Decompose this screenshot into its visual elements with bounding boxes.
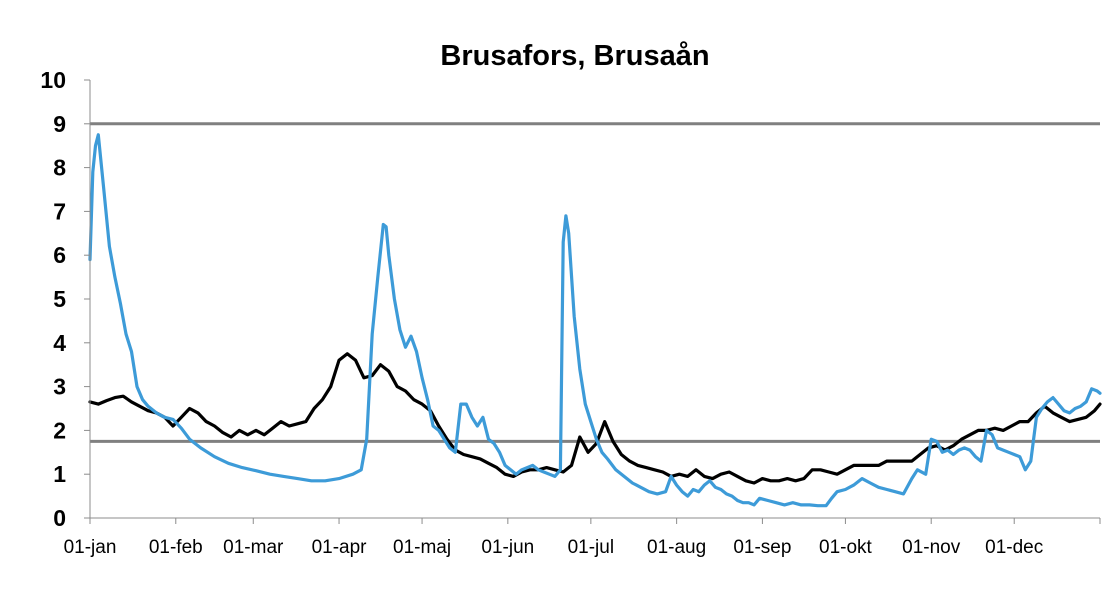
x-tick-label: 01-jun [481, 537, 534, 558]
x-tick-label: 01-jul [568, 537, 614, 558]
y-tick-label: 2 [53, 417, 66, 443]
y-tick-label: 1 [53, 461, 66, 487]
y-tick-label: 10 [40, 67, 66, 93]
series-line-black [88, 352, 1102, 485]
x-tick-label: 01-maj [393, 537, 451, 558]
x-tick-label: 01-dec [985, 537, 1043, 558]
y-ticks: 0 1 2 3 4 5 6 7 8 9 10 [40, 67, 66, 531]
chart-title: Brusafors, Brusaån [440, 40, 709, 72]
plot-area [88, 122, 1102, 508]
y-tick-label: 0 [53, 505, 66, 531]
series-line-blue [88, 133, 1102, 508]
y-tick-label: 3 [53, 374, 66, 400]
x-tick-label: 01-feb [149, 537, 203, 558]
x-tick-label: 01-okt [819, 537, 873, 558]
y-tick-label: 8 [53, 155, 66, 181]
x-tick-label: 01-aug [647, 537, 706, 558]
x-tick-label: 01-jan [64, 537, 117, 558]
x-tick-label: 01-mar [223, 537, 284, 558]
x-ticks: 01-jan 01-feb 01-mar 01-apr 01-maj 01-jun 01-j… [64, 537, 1044, 558]
y-tick-label: 6 [53, 242, 66, 268]
y-tick-label: 7 [53, 198, 66, 224]
y-tick-label: 5 [53, 286, 66, 312]
y-tick-label: 4 [53, 330, 66, 356]
y-tick-label: 9 [53, 111, 66, 137]
x-tick-label: 01-sep [733, 537, 791, 558]
x-tick-label: 01-nov [902, 537, 961, 558]
axes [84, 79, 1101, 524]
x-tick-label: 01-apr [312, 537, 368, 558]
